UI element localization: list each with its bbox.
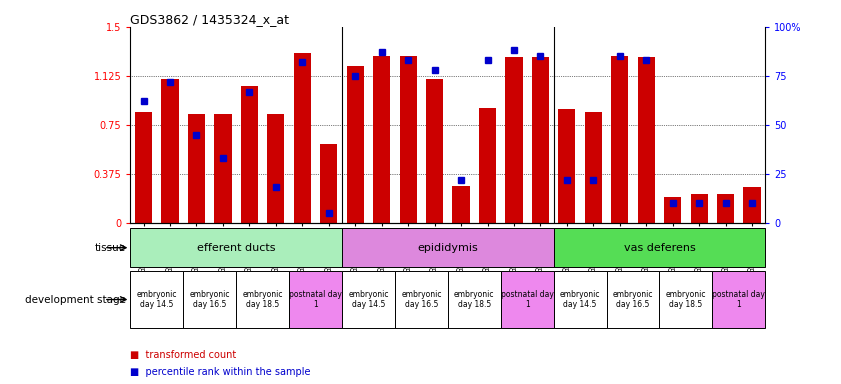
Bar [188, 114, 205, 223]
Bar [505, 57, 522, 223]
Text: embryonic
day 18.5: embryonic day 18.5 [666, 290, 706, 309]
Bar [267, 114, 284, 223]
Text: postnatal day
1: postnatal day 1 [289, 290, 342, 309]
Bar [399, 56, 417, 223]
Bar [373, 56, 390, 223]
Bar [690, 194, 708, 223]
Text: embryonic
day 14.5: embryonic day 14.5 [136, 290, 177, 309]
Bar [346, 66, 364, 223]
Bar [553, 271, 606, 328]
Bar [183, 271, 236, 328]
Text: vas deferens: vas deferens [624, 243, 696, 253]
Bar [743, 187, 760, 223]
Text: tissue: tissue [95, 243, 126, 253]
Bar [289, 271, 342, 328]
Bar [342, 228, 553, 267]
Bar [659, 271, 712, 328]
Bar [130, 271, 183, 328]
Text: development stage: development stage [25, 295, 126, 305]
Text: embryonic
day 16.5: embryonic day 16.5 [613, 290, 653, 309]
Bar [214, 114, 231, 223]
Text: postnatal day
1: postnatal day 1 [500, 290, 553, 309]
Bar [717, 194, 734, 223]
Bar [712, 271, 765, 328]
Bar [553, 228, 765, 267]
Text: embryonic
day 18.5: embryonic day 18.5 [454, 290, 495, 309]
Bar [452, 186, 469, 223]
Text: embryonic
day 14.5: embryonic day 14.5 [348, 290, 389, 309]
Bar [500, 271, 553, 328]
Bar [426, 79, 443, 223]
Bar [236, 271, 289, 328]
Text: postnatal day
1: postnatal day 1 [712, 290, 765, 309]
Bar [664, 197, 681, 223]
Text: ■  transformed count: ■ transformed count [130, 350, 236, 360]
Bar [395, 271, 447, 328]
Bar [320, 144, 337, 223]
Bar [241, 86, 258, 223]
Text: GDS3862 / 1435324_x_at: GDS3862 / 1435324_x_at [130, 13, 289, 26]
Text: embryonic
day 18.5: embryonic day 18.5 [242, 290, 283, 309]
Bar [447, 271, 500, 328]
Bar [558, 109, 575, 223]
Bar [606, 271, 659, 328]
Text: epididymis: epididymis [417, 243, 479, 253]
Bar [611, 56, 628, 223]
Text: embryonic
day 14.5: embryonic day 14.5 [560, 290, 600, 309]
Bar [532, 57, 549, 223]
Bar [479, 108, 496, 223]
Bar [584, 112, 602, 223]
Bar [637, 57, 655, 223]
Bar [342, 271, 395, 328]
Text: ■  percentile rank within the sample: ■ percentile rank within the sample [130, 367, 311, 377]
Bar [135, 112, 152, 223]
Text: embryonic
day 16.5: embryonic day 16.5 [401, 290, 442, 309]
Text: efferent ducts: efferent ducts [197, 243, 276, 253]
Bar [130, 228, 342, 267]
Text: embryonic
day 16.5: embryonic day 16.5 [189, 290, 230, 309]
Bar [161, 79, 178, 223]
Bar [294, 53, 311, 223]
